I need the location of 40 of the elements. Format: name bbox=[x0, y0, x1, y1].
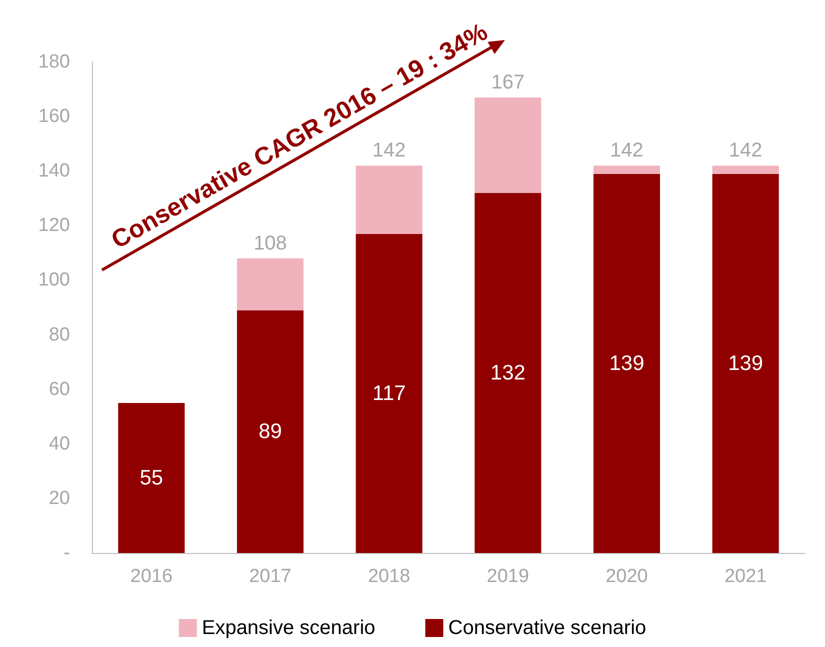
bar bbox=[474, 192, 542, 553]
total-label: 142 bbox=[728, 140, 762, 162]
bar bbox=[712, 166, 779, 174]
y-tick-label: 120 bbox=[38, 215, 70, 236]
legend-label: Conservative scenario bbox=[448, 617, 646, 639]
bar bbox=[356, 234, 422, 553]
bar bbox=[474, 97, 542, 193]
bar bbox=[712, 174, 779, 553]
data-label: 132 bbox=[490, 361, 526, 384]
y-tick-label: 140 bbox=[38, 160, 70, 182]
x-tick-label: 2016 bbox=[130, 566, 173, 587]
bar bbox=[356, 166, 422, 234]
bar bbox=[236, 258, 304, 310]
total-label: 142 bbox=[610, 140, 644, 162]
bar bbox=[593, 166, 660, 174]
y-tick-label: - bbox=[64, 542, 70, 564]
total-label: 108 bbox=[254, 232, 287, 254]
bar bbox=[593, 174, 660, 553]
x-tick-label: 2018 bbox=[368, 566, 410, 587]
data-label: 55 bbox=[140, 466, 164, 490]
y-tick-label: 80 bbox=[48, 324, 70, 346]
y-tick-label: 100 bbox=[38, 270, 70, 291]
bar bbox=[236, 310, 304, 553]
x-tick-label: 2020 bbox=[606, 566, 648, 587]
y-tick-label: 20 bbox=[48, 488, 70, 509]
data-label: 89 bbox=[258, 420, 282, 444]
y-tick-label: 160 bbox=[38, 106, 70, 128]
total-label: 167 bbox=[491, 71, 525, 94]
legend-label: Expansive scenario bbox=[202, 617, 376, 639]
data-label: 117 bbox=[372, 382, 406, 405]
data-label: 139 bbox=[728, 352, 764, 375]
y-tick-label: 60 bbox=[48, 378, 70, 400]
bar bbox=[118, 402, 185, 553]
y-tick-label: 180 bbox=[38, 52, 70, 72]
y-tick-label: 40 bbox=[48, 433, 70, 454]
data-label: 139 bbox=[609, 352, 644, 375]
total-label: 142 bbox=[372, 140, 406, 162]
x-tick-label: 2019 bbox=[486, 566, 530, 587]
x-tick-label: 2017 bbox=[249, 566, 292, 587]
x-tick-label: 2021 bbox=[724, 566, 767, 587]
